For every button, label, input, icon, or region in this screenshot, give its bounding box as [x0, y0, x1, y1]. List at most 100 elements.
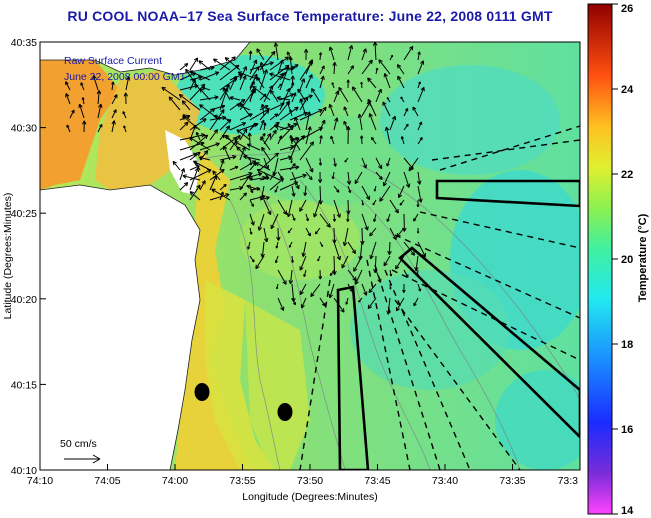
- current-vector: [354, 269, 363, 285]
- current-vector: [345, 297, 349, 305]
- colorbar-ticks: 26 24 22 20 18 16 14: [612, 3, 634, 517]
- current-vector: [219, 125, 230, 141]
- current-vector: [319, 213, 331, 228]
- current-vector: [199, 71, 220, 81]
- current-vector: [287, 227, 293, 234]
- current-vector: [299, 109, 323, 121]
- current-vector: [358, 297, 363, 303]
- current-vector: [333, 157, 337, 167]
- current-vector: [224, 57, 241, 71]
- current-vector: [341, 255, 349, 269]
- current-vector: [389, 199, 399, 214]
- current-vector: [384, 126, 391, 145]
- current-vector: [299, 98, 307, 117]
- current-vector: [387, 241, 392, 255]
- current-vector: [375, 88, 382, 103]
- current-vector: [199, 65, 215, 71]
- colorbar: [587, 3, 613, 515]
- current-vector: [213, 114, 231, 121]
- current-vector: [389, 54, 394, 61]
- x-tick-label: 73:45: [364, 475, 390, 487]
- current-vector: [305, 171, 313, 181]
- current-vector: [313, 199, 321, 218]
- current-vector: [122, 111, 127, 119]
- current-vector: [246, 143, 261, 151]
- current-vector: [255, 255, 265, 270]
- current-vector: [123, 125, 127, 133]
- current-vector: [346, 126, 351, 145]
- current-vector: [182, 174, 201, 181]
- current-vector: [330, 135, 335, 145]
- current-vector: [222, 87, 231, 101]
- current-vector: [378, 59, 391, 75]
- current-vector: [259, 185, 265, 201]
- y-tick-label: 40:15: [11, 379, 37, 391]
- current-vector: [361, 213, 369, 231]
- current-vector: [92, 74, 99, 91]
- current-vector: [333, 241, 341, 261]
- current-vector: [247, 241, 251, 250]
- current-vector: [347, 185, 352, 194]
- current-vector: [181, 100, 191, 111]
- current-vector: [357, 113, 363, 131]
- current-vector: [288, 269, 294, 285]
- current-vector: [328, 103, 335, 117]
- current-vector: [369, 241, 377, 260]
- current-vector: [261, 146, 271, 161]
- current-vector: [277, 135, 283, 145]
- current-vector: [416, 171, 422, 185]
- current-vector: [97, 124, 103, 133]
- current-vector: [172, 160, 181, 171]
- current-vector: [305, 74, 313, 89]
- current-vector: [361, 185, 371, 201]
- current-vector: [189, 57, 199, 71]
- current-vector: [66, 124, 71, 133]
- current-vector: [338, 86, 349, 103]
- current-vector: [286, 199, 293, 218]
- current-vector: [319, 75, 325, 89]
- current-vector: [375, 171, 383, 181]
- current-vector: [229, 75, 237, 91]
- current-vector: [277, 297, 285, 311]
- survey-lines: [299, 125, 580, 470]
- current-vector: [403, 45, 414, 61]
- current-vector: [263, 227, 269, 243]
- current-vector: [246, 184, 261, 191]
- current-vector: [375, 67, 379, 75]
- current-vector: [259, 119, 265, 131]
- current-vector: [229, 122, 246, 131]
- current-vector: [219, 155, 237, 161]
- current-vector: [179, 63, 189, 71]
- current-vector: [413, 213, 419, 222]
- x-axis-ticks: 74:10 74:05 74:00 73:55 73:50 73:45 73:40 73:35…: [27, 464, 581, 487]
- current-vector: [263, 157, 270, 170]
- current-vector: [249, 157, 253, 166]
- current-vector: [248, 50, 253, 61]
- current-vector: [111, 81, 115, 91]
- current-vector: [317, 171, 323, 183]
- current-vector: [125, 76, 131, 91]
- x-tick-label: 74:05: [94, 475, 120, 487]
- current-vector: [219, 191, 224, 201]
- current-vector: [209, 168, 225, 181]
- current-vector: [275, 283, 279, 290]
- site-outlines: [336, 179, 580, 470]
- current-vector: [275, 241, 279, 249]
- current-vector: [389, 115, 397, 131]
- current-vector: [288, 241, 293, 248]
- land-north-shore: [40, 42, 250, 75]
- current-vector: [256, 168, 281, 181]
- current-vector: [346, 213, 350, 222]
- x-tick-label: 73:35: [499, 475, 525, 487]
- current-vector: [382, 171, 391, 187]
- current-vector: [303, 48, 309, 61]
- x-tick-label: 73:40: [432, 475, 458, 487]
- current-vector: [189, 191, 201, 201]
- current-vector: [417, 137, 423, 145]
- current-vector: [379, 185, 391, 202]
- current-vector: [331, 171, 335, 180]
- current-vector: [354, 171, 363, 185]
- current-vector: [361, 199, 365, 206]
- current-vector: [202, 86, 211, 91]
- current-vector: [333, 117, 339, 131]
